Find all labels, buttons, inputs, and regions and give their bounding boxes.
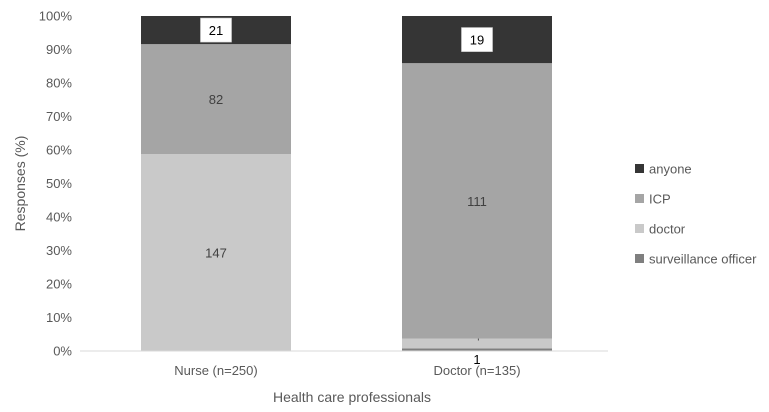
data-label-icp: 111 — [467, 194, 487, 209]
data-label-anyone: 21 — [209, 23, 223, 38]
data-label-box — [200, 17, 232, 43]
data-label-doctor: 147 — [205, 246, 227, 261]
legend-label-icp: ICP — [649, 192, 671, 207]
y-tick-label: 100% — [39, 9, 73, 24]
y-tick-label: 50% — [46, 176, 72, 191]
y-tick-label: 0% — [53, 344, 72, 359]
legend-swatch-surveillance-officer — [635, 254, 644, 263]
data-label-box — [461, 27, 493, 52]
y-tick-label: 10% — [46, 310, 72, 325]
bar-segment-icp — [402, 63, 552, 339]
bar-segment-icp — [141, 44, 291, 155]
legend-swatch-icp — [635, 194, 644, 203]
legend-label-anyone: anyone — [649, 162, 692, 177]
bar-segment-surveillance-officer — [402, 348, 552, 351]
x-axis-title: Health care professionals — [273, 389, 431, 405]
legend-swatch-doctor — [635, 224, 644, 233]
bar-segment-doctor — [402, 338, 552, 349]
x-tick-label: Doctor (n=135) — [433, 363, 520, 378]
y-tick-label: 40% — [46, 210, 72, 225]
data-label-anyone: 19 — [470, 33, 484, 48]
y-tick-label: 70% — [46, 109, 72, 124]
y-tick-label: 90% — [46, 42, 72, 57]
data-label-icp: 82 — [209, 92, 223, 107]
y-tick-label: 20% — [46, 277, 72, 292]
data-label-surveillance-officer: 1 — [473, 352, 480, 367]
y-axis-title: Responses (%) — [12, 136, 28, 232]
legend-swatch-anyone — [635, 164, 644, 173]
x-tick-label: Nurse (n=250) — [174, 363, 257, 378]
bar-segment-doctor — [141, 154, 291, 351]
legend-label-doctor: doctor — [649, 222, 686, 237]
y-tick-label: 60% — [46, 143, 72, 158]
y-tick-label: 80% — [46, 76, 72, 91]
y-tick-label: 30% — [46, 243, 72, 258]
legend-label-surveillance-officer: surveillance officer — [649, 252, 757, 267]
